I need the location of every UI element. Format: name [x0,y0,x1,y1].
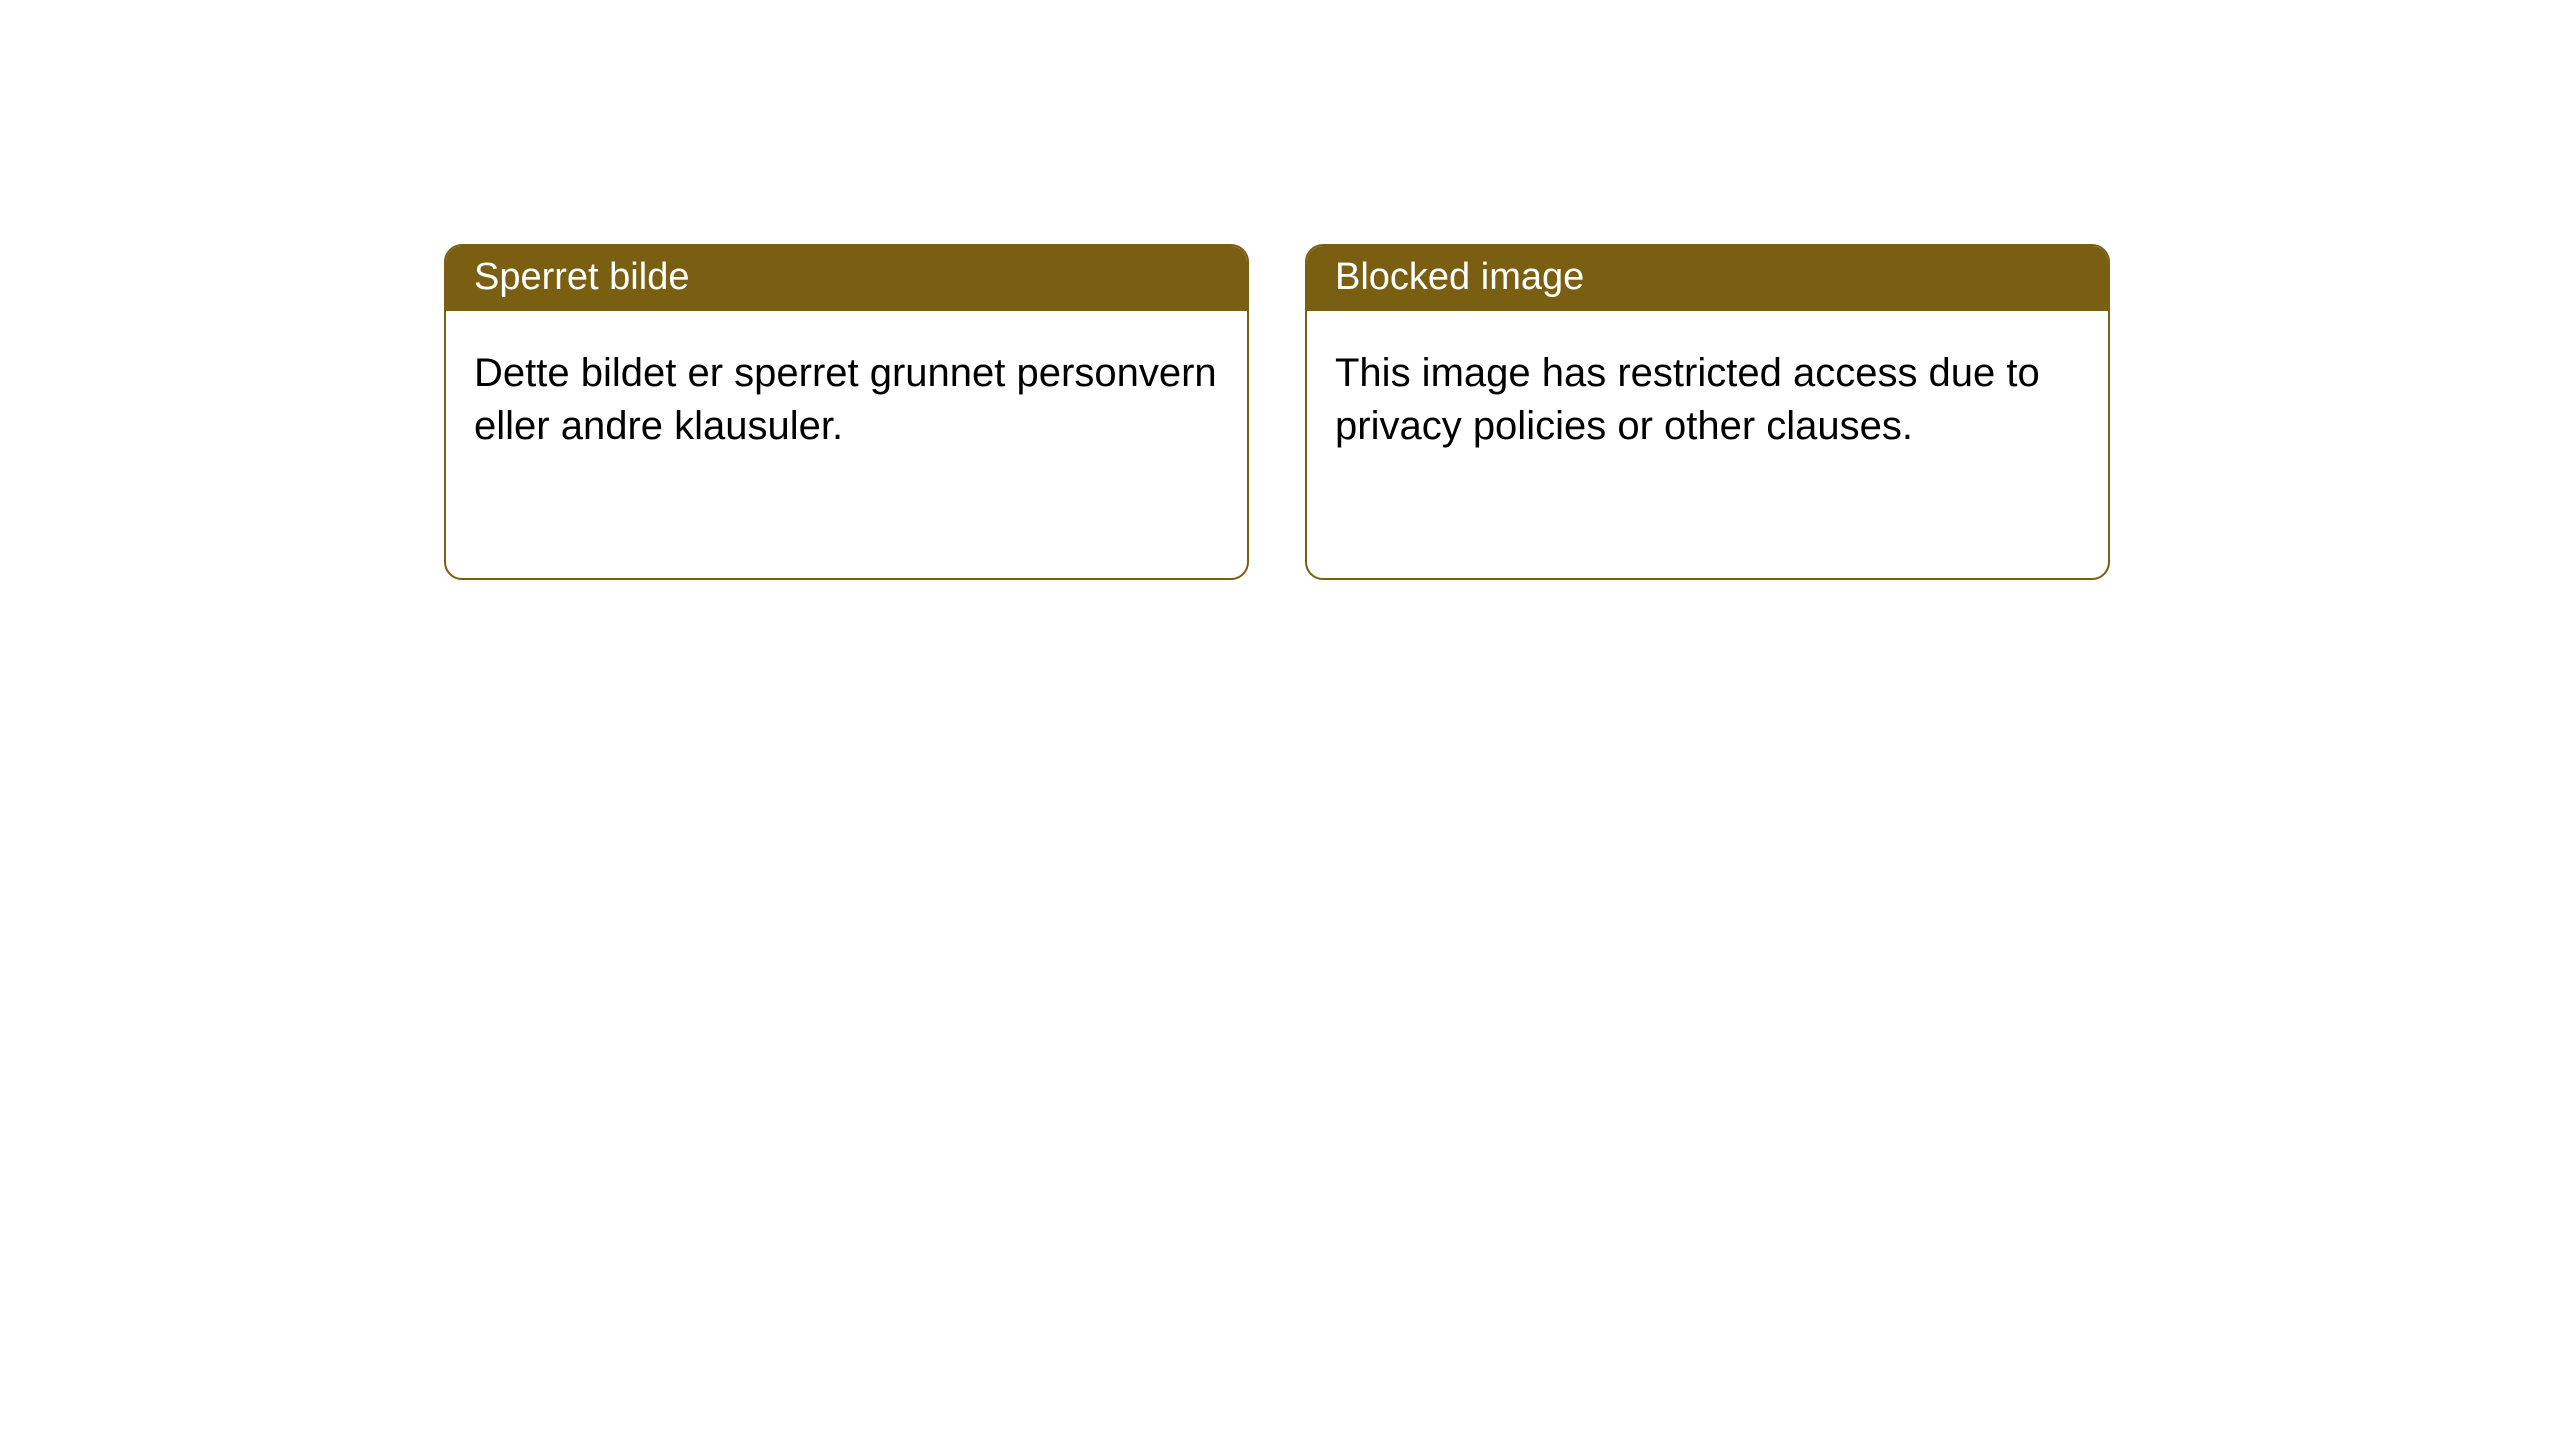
card-header-en: Blocked image [1307,246,2108,311]
card-header-no: Sperret bilde [446,246,1247,311]
card-text-no: Dette bildet er sperret grunnet personve… [474,351,1217,448]
card-text-en: This image has restricted access due to … [1335,351,2040,448]
card-body-en: This image has restricted access due to … [1307,311,2108,481]
blocked-image-card-no: Sperret bilde Dette bildet er sperret gr… [444,244,1249,580]
blocked-image-card-en: Blocked image This image has restricted … [1305,244,2110,580]
card-title-no: Sperret bilde [474,256,689,298]
notice-container: Sperret bilde Dette bildet er sperret gr… [0,0,2560,580]
card-title-en: Blocked image [1335,256,1584,298]
card-body-no: Dette bildet er sperret grunnet personve… [446,311,1247,481]
